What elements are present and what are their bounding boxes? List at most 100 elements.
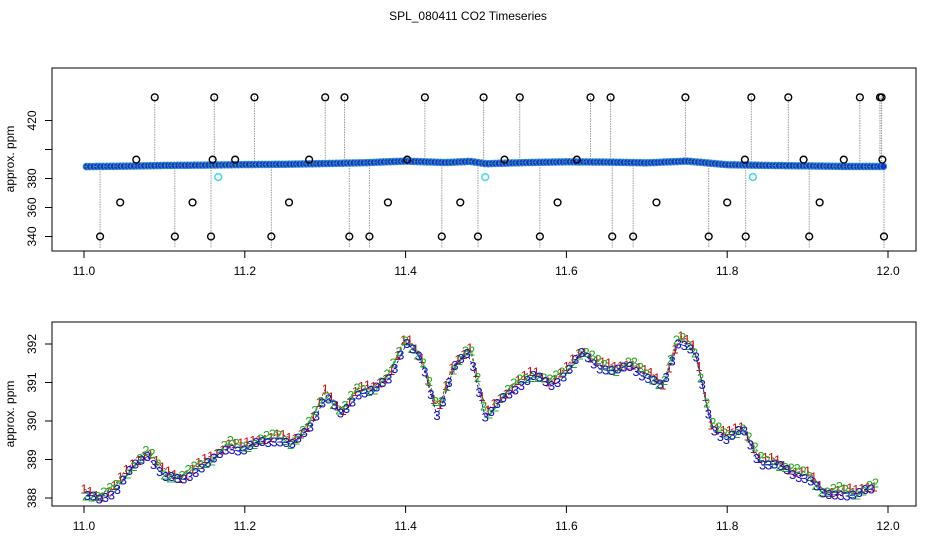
series-3-point: 3 — [421, 364, 428, 379]
series-3-point: 3 — [530, 368, 537, 383]
series-3-point: 3 — [252, 435, 259, 450]
series-2-point: 2 — [601, 357, 608, 372]
series-3-point: 3 — [427, 387, 434, 402]
series-3-point: 3 — [216, 446, 223, 461]
bottom-y-axis-label: approx. ppm — [3, 381, 17, 448]
series-2-point: 2 — [733, 426, 740, 441]
series-2-point: 2 — [371, 382, 378, 397]
series-3-point: 3 — [566, 361, 573, 376]
series-3-point: 3 — [150, 457, 157, 472]
series-3-point: 3 — [717, 429, 724, 444]
series-3-point: 3 — [120, 472, 127, 487]
series-2-point: 2 — [317, 394, 324, 409]
series-1-point: 1 — [424, 372, 431, 387]
series-2-point: 2 — [800, 464, 807, 479]
series-2-point: 2 — [637, 360, 644, 375]
series-1-point: 1 — [358, 379, 365, 394]
series-3-point: 3 — [711, 424, 718, 439]
series-1-point: 1 — [689, 337, 696, 352]
series-2-point: 2 — [390, 356, 397, 371]
series-2-point: 2 — [281, 433, 288, 448]
series-2-point: 2 — [269, 426, 276, 441]
series-3-point: 3 — [289, 436, 296, 451]
outlier-point — [95, 232, 105, 241]
series-3-point: 3 — [620, 359, 627, 374]
series-1-point: 1 — [732, 420, 739, 435]
series-1-point: 1 — [279, 427, 286, 442]
series-2-point: 2 — [94, 489, 101, 504]
series-2-point: 2 — [854, 487, 861, 502]
series-2-point: 2 — [191, 458, 198, 473]
series-2-point: 2 — [197, 457, 204, 472]
series-2-point: 2 — [432, 394, 439, 409]
series-3-point: 3 — [632, 364, 639, 379]
bottom-y-tick-label: 389 — [25, 449, 39, 469]
series-1-point: 1 — [340, 403, 347, 418]
series-3-point: 3 — [457, 351, 464, 366]
outlier-point — [606, 93, 615, 102]
series-2-point: 2 — [136, 451, 143, 466]
series-1-point: 1 — [810, 470, 817, 485]
outlier-point — [855, 93, 864, 102]
chart-title: SPL_080411 CO2 Timeseries — [389, 9, 547, 23]
series-3-point: 3 — [488, 404, 495, 419]
series-2-point: 2 — [607, 362, 614, 377]
series-3-point: 3 — [295, 430, 302, 445]
series-1-point: 1 — [80, 482, 87, 497]
bottom-x-tick-label: 11.2 — [234, 519, 257, 533]
series-2-point: 2 — [100, 485, 107, 500]
series-1-point: 1 — [629, 357, 636, 372]
series-1-point: 1 — [98, 489, 105, 504]
bottom-x-tick-label: 11.0 — [73, 519, 96, 533]
outlier-point — [535, 232, 544, 241]
series-3-point: 3 — [867, 481, 874, 496]
series-1-point: 1 — [563, 359, 570, 374]
series-1-point: 1 — [412, 341, 419, 356]
outlier-point — [608, 232, 617, 241]
series-2-point: 2 — [595, 352, 602, 367]
series-1-point: 1 — [792, 465, 799, 480]
series-1-point: 1 — [213, 446, 220, 461]
series-2-point: 2 — [239, 440, 246, 455]
series-3-point: 3 — [753, 451, 760, 466]
outlier-point — [208, 155, 217, 164]
series-2-point: 2 — [679, 330, 686, 345]
series-3-point: 3 — [596, 361, 603, 376]
series-2-point: 2 — [673, 333, 680, 348]
series-1-point: 1 — [798, 464, 805, 479]
series-2-point: 2 — [185, 462, 192, 477]
series-1-point: 1 — [515, 373, 522, 388]
series-3-point: 3 — [759, 458, 766, 473]
series-1-point: 1 — [334, 399, 341, 414]
series-2-point: 2 — [462, 343, 469, 358]
series-3-point: 3 — [258, 434, 265, 449]
series-2-point: 2 — [293, 433, 300, 448]
top-plot-frame — [51, 67, 917, 252]
series-2-point: 2 — [383, 366, 390, 381]
top-x-tick-label: 11.2 — [234, 264, 257, 278]
series-1-point: 1 — [261, 432, 268, 447]
series-2-point: 2 — [227, 433, 234, 448]
series-1-point: 1 — [123, 462, 130, 477]
series-2-point: 2 — [872, 475, 879, 490]
series-2-point: 2 — [830, 481, 837, 496]
top-panel: 11.0 11.2 11.4 11.6 11.8 12.0 340 360 380 420 appr… — [3, 93, 900, 278]
series-3-point: 3 — [608, 363, 615, 378]
series-3-point: 3 — [542, 374, 549, 389]
series-3-point: 3 — [264, 435, 271, 450]
series-3-point: 3 — [777, 458, 784, 473]
series-1-point: 1 — [575, 346, 582, 361]
series-2-point: 2 — [160, 468, 167, 483]
outlier-point — [799, 155, 808, 164]
outlier-point — [500, 155, 509, 164]
series-1-point: 1 — [683, 332, 690, 347]
series-1-point: 1 — [316, 395, 323, 410]
series-2-point: 2 — [124, 467, 131, 482]
series-1-point: 1 — [201, 451, 208, 466]
outlier-point — [879, 232, 889, 241]
top-y-axis-label: approx. ppm — [3, 126, 17, 193]
series-2-point: 2 — [739, 422, 746, 437]
series-2-point: 2 — [209, 454, 216, 469]
series-2-point: 2 — [540, 371, 547, 386]
outlier-point — [231, 155, 240, 164]
